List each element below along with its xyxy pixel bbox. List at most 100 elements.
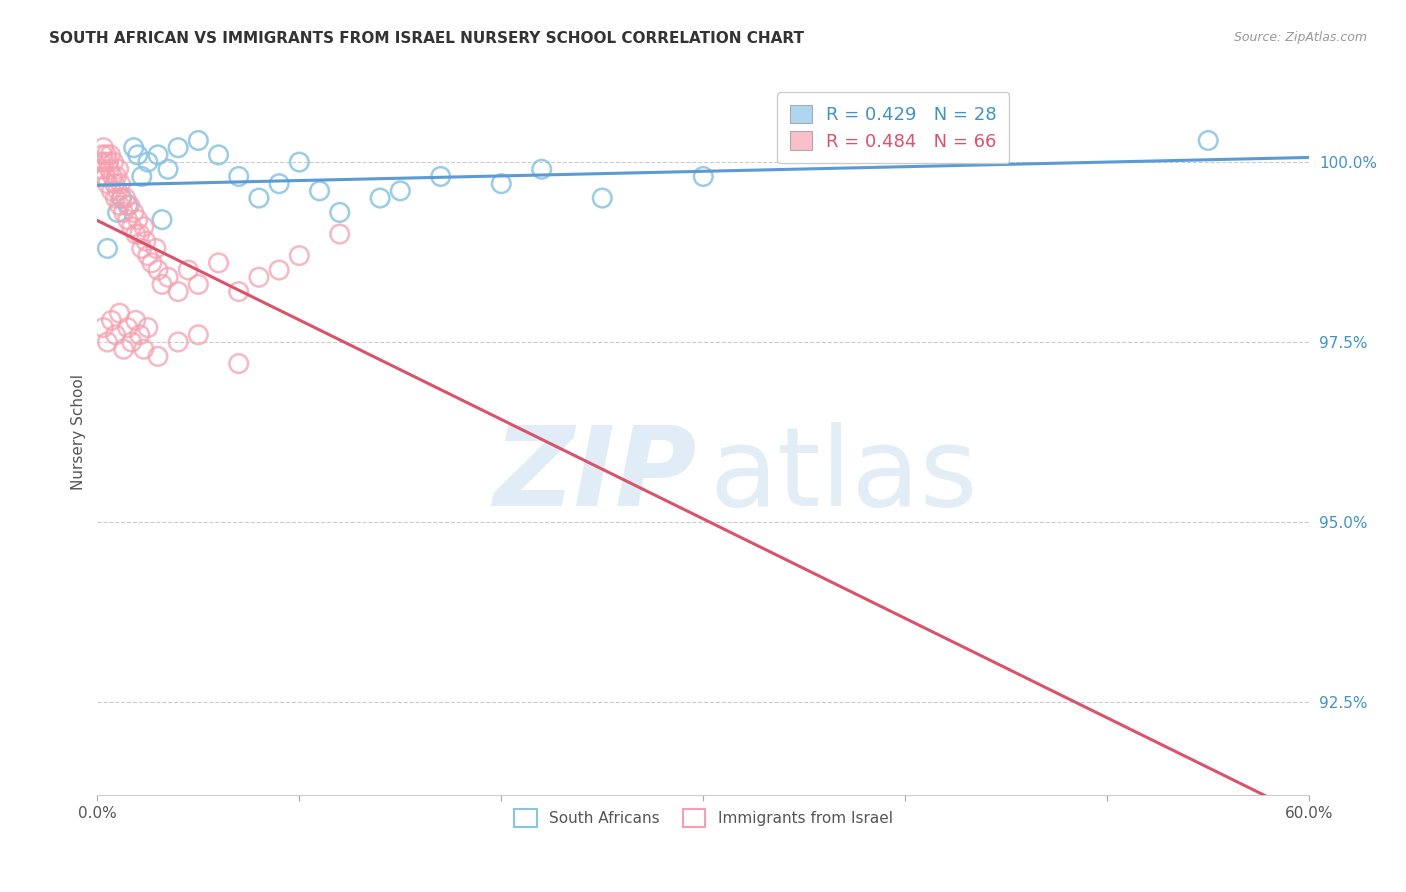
Point <box>247 191 270 205</box>
Point <box>128 227 150 241</box>
Point <box>103 155 125 169</box>
Point <box>96 242 118 256</box>
Point <box>136 249 159 263</box>
Point <box>187 277 209 292</box>
Point <box>91 148 114 162</box>
Point <box>131 242 153 256</box>
Point <box>117 198 139 212</box>
Point <box>136 155 159 169</box>
Point <box>329 205 352 219</box>
Point <box>167 141 190 155</box>
Point <box>368 191 391 205</box>
Point <box>108 198 131 212</box>
Legend: South Africans, Immigrants from Israel: South Africans, Immigrants from Israel <box>506 801 900 835</box>
Point <box>146 350 169 364</box>
Point <box>136 320 159 334</box>
Point <box>228 285 250 299</box>
Point <box>127 212 149 227</box>
Point <box>127 148 149 162</box>
Point <box>110 177 132 191</box>
Point <box>117 320 139 334</box>
Point <box>141 256 163 270</box>
Text: SOUTH AFRICAN VS IMMIGRANTS FROM ISRAEL NURSERY SCHOOL CORRELATION CHART: SOUTH AFRICAN VS IMMIGRANTS FROM ISRAEL … <box>49 31 804 46</box>
Point <box>150 212 173 227</box>
Point <box>591 191 613 205</box>
Point <box>103 177 125 191</box>
Point <box>118 198 141 212</box>
Point <box>308 184 330 198</box>
Point <box>269 263 291 277</box>
Point <box>107 205 129 219</box>
Point <box>228 357 250 371</box>
Point <box>692 169 714 184</box>
Point <box>93 141 115 155</box>
Point <box>128 327 150 342</box>
Point <box>247 270 270 285</box>
Point <box>105 169 128 184</box>
Point <box>157 162 180 177</box>
Point <box>96 334 118 349</box>
Point <box>132 342 155 356</box>
Point <box>207 256 229 270</box>
Point <box>101 169 124 184</box>
Point <box>122 141 145 155</box>
Point <box>107 162 129 177</box>
Point <box>491 177 513 191</box>
Point <box>157 270 180 285</box>
Point <box>167 285 190 299</box>
Point <box>104 327 127 342</box>
Point <box>104 191 127 205</box>
Point <box>288 155 311 169</box>
Point <box>150 277 173 292</box>
Y-axis label: Nursery School: Nursery School <box>72 374 86 490</box>
Point <box>131 169 153 184</box>
Point <box>97 155 120 169</box>
Point <box>269 177 291 191</box>
Point <box>98 162 121 177</box>
Point <box>96 177 118 191</box>
Point <box>107 184 129 198</box>
Point <box>96 148 118 162</box>
Point <box>167 334 190 349</box>
Point <box>1197 133 1219 147</box>
Point <box>110 191 132 205</box>
Point <box>135 234 157 248</box>
Point <box>122 205 145 219</box>
Text: ZIP: ZIP <box>494 422 697 529</box>
Point <box>100 313 122 327</box>
Point <box>121 334 143 349</box>
Point <box>112 342 135 356</box>
Point <box>108 306 131 320</box>
Point <box>89 155 111 169</box>
Point <box>329 227 352 241</box>
Point <box>114 191 136 205</box>
Point <box>117 212 139 227</box>
Point <box>187 133 209 147</box>
Point <box>132 219 155 234</box>
Point <box>146 148 169 162</box>
Point <box>100 184 122 198</box>
Text: Source: ZipAtlas.com: Source: ZipAtlas.com <box>1233 31 1367 45</box>
Text: atlas: atlas <box>710 422 977 529</box>
Point <box>530 162 553 177</box>
Point <box>93 320 115 334</box>
Point <box>145 242 167 256</box>
Point <box>177 263 200 277</box>
Point <box>94 169 117 184</box>
Point <box>93 155 115 169</box>
Point <box>389 184 412 198</box>
Point <box>207 148 229 162</box>
Point <box>125 227 148 241</box>
Point <box>288 249 311 263</box>
Point <box>110 191 132 205</box>
Point <box>429 169 451 184</box>
Point <box>112 205 135 219</box>
Point <box>90 162 112 177</box>
Point <box>146 263 169 277</box>
Point <box>187 327 209 342</box>
Point <box>100 148 122 162</box>
Point <box>228 169 250 184</box>
Point <box>89 169 111 184</box>
Point <box>121 219 143 234</box>
Point <box>125 313 148 327</box>
